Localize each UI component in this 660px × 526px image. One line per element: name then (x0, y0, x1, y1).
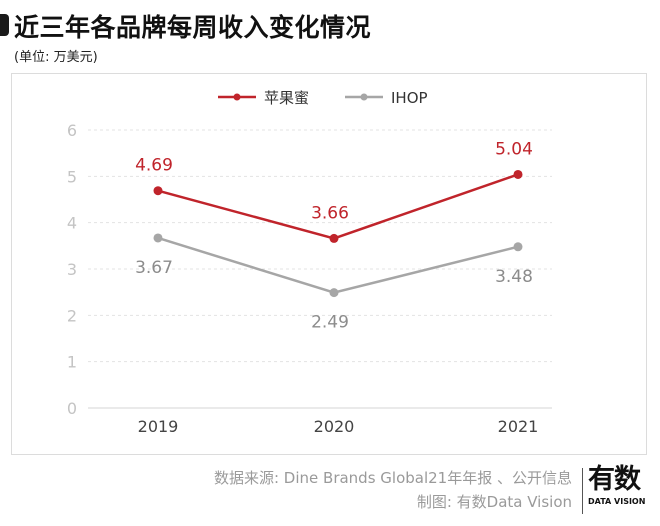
y-tick-label: 5 (67, 167, 77, 186)
chart-unit-subtitle: (单位: 万美元) (14, 50, 98, 65)
y-tick-label: 3 (67, 260, 77, 279)
y-tick-label: 2 (67, 306, 77, 325)
data-point (329, 233, 339, 243)
y-axis-ticks: 0 1 2 3 4 5 6 (67, 121, 77, 418)
data-point (153, 186, 163, 196)
y-tick-label: 4 (67, 214, 77, 233)
y-tick-label: 6 (67, 121, 77, 140)
legend: 苹果蜜 IHOP (218, 89, 428, 107)
data-source-note: 数据来源: Dine Brands Global21年年报 、公开信息 (213, 469, 572, 487)
data-label: 5.04 (495, 139, 533, 159)
data-point (329, 288, 339, 298)
data-label: 2.49 (311, 313, 349, 333)
legend-label: IHOP (391, 89, 428, 107)
data-point (513, 242, 523, 252)
x-axis-ticks: 2019 2020 2021 (138, 417, 539, 436)
logo-english-text: DATA VISION (588, 497, 646, 506)
chart-frame (11, 73, 647, 455)
data-point (513, 169, 523, 179)
series-layer: 4.69 3.66 5.04 3.67 2.49 3.48 (135, 139, 533, 332)
title-marker (0, 14, 9, 36)
data-label: 4.69 (135, 156, 173, 176)
credit-note: 制图: 有数Data Vision (416, 493, 572, 511)
x-tick-label: 2019 (138, 417, 179, 436)
series-line (157, 236, 519, 294)
legend-label: 苹果蜜 (264, 89, 309, 107)
data-label: 3.66 (311, 203, 349, 223)
x-tick-label: 2020 (314, 417, 355, 436)
chart-title: 近三年各品牌每周收入变化情况 (14, 13, 372, 42)
logo-divider (582, 468, 583, 514)
logo-chinese-text: 有数 (588, 464, 641, 495)
data-label: 3.48 (495, 267, 533, 287)
legend-swatch-marker (360, 93, 368, 101)
data-label: 3.67 (135, 258, 173, 278)
legend-swatch-marker (233, 93, 241, 101)
y-tick-label: 0 (67, 399, 77, 418)
x-tick-label: 2021 (498, 417, 539, 436)
y-tick-label: 1 (67, 353, 77, 372)
data-point (153, 233, 163, 243)
gridlines (88, 129, 552, 409)
data-vision-logo: 有数 DATA VISION (588, 464, 654, 518)
